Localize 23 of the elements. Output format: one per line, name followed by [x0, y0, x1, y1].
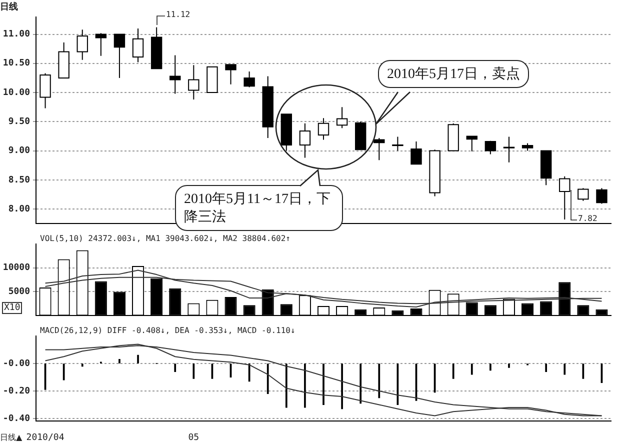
y-tick-label: 8.00: [8, 204, 30, 214]
y-tick-label: 10.50: [2, 58, 30, 69]
y-tick-label: 5000: [8, 287, 30, 298]
text: VOL(5,10) 24372.003↓, MA1 39043.602↓, MA2 38804.602↑: [40, 234, 290, 243]
annotation: 11.12: [166, 10, 190, 19]
text: X10: [2, 302, 22, 314]
y-tick-label: 10.00: [2, 88, 30, 98]
y-tick-label: 9.50: [8, 117, 30, 127]
y-tick-label: 10000: [2, 263, 30, 274]
y-tick-label: 8.50: [8, 175, 30, 186]
x-tick-label: 2010/04: [26, 432, 64, 443]
y-tick-label: 9.00: [8, 146, 30, 156]
y-tick-label: -0.20: [2, 386, 30, 396]
y-tick-label: -0.00: [2, 358, 30, 369]
chart-title: 日线: [0, 2, 18, 13]
y-tick-label: -0.40: [2, 414, 30, 424]
annotation: 7.82: [578, 214, 598, 223]
text: 日线▲: [0, 432, 22, 443]
text: MACD(26,12,9) DIFF -0.408↓, DEA -0.353↓, MACD -0.110↓: [40, 326, 296, 335]
y-tick-label: 11.00: [2, 30, 30, 40]
x-tick-label: 05: [188, 432, 200, 443]
annotation: 2010年5月11～17日，下降三法: [175, 185, 343, 231]
annotation: 2010年5月17日，卖点: [378, 60, 529, 88]
